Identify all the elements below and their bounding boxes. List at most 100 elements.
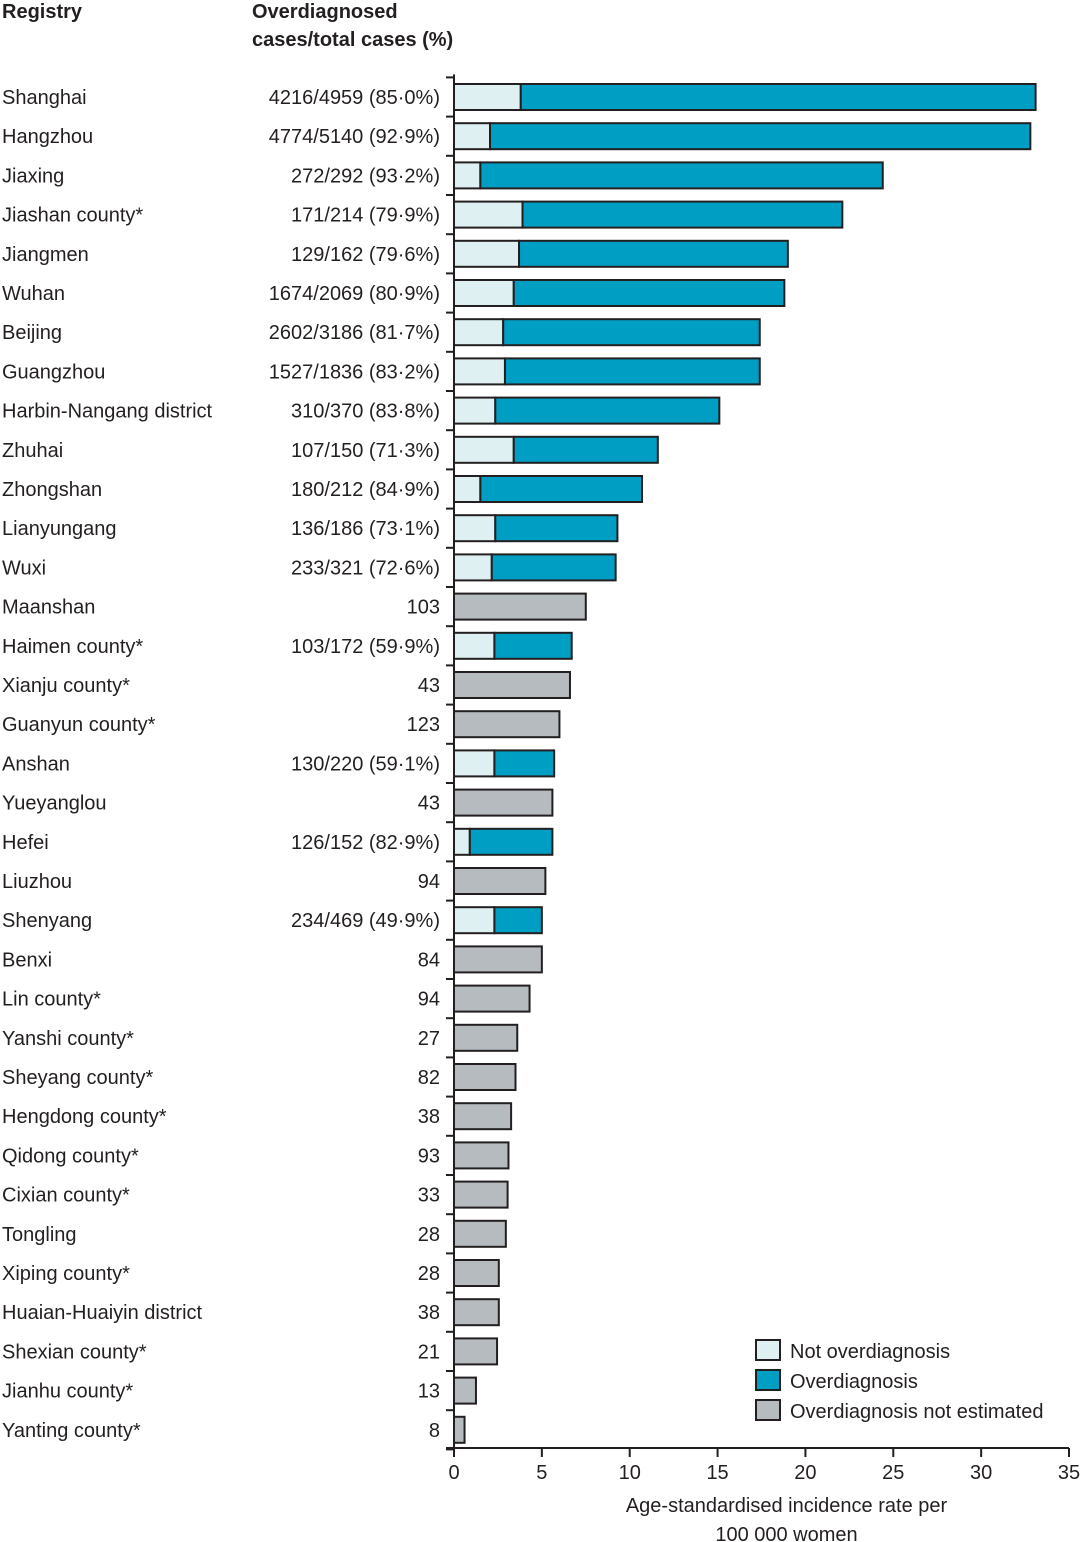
cases-label: 43: [418, 675, 440, 697]
bar-overdiagnosis-not-estimated: [453, 1259, 500, 1287]
bar-not-overdiagnosis: [453, 906, 496, 935]
cases-label: 33: [418, 1185, 440, 1207]
table-row: Shanghai 4216/4959 (85·0%): [2, 76, 1037, 111]
cases-label: 93: [418, 1145, 440, 1167]
bar-not-overdiagnosis: [453, 435, 515, 464]
table-row: Qidong county* 93: [2, 1134, 510, 1170]
cases-label: 13: [418, 1381, 440, 1403]
cases-label: 1527/1836 (83·2%): [269, 361, 440, 383]
table-row: Maanshan 103: [2, 586, 587, 621]
table-row: Zhuhai 107/150 (71·3%): [2, 429, 659, 464]
cases-label: 272/292 (93·2%): [291, 165, 440, 187]
bar-not-overdiagnosis: [453, 749, 496, 778]
bar-overdiagnosis-not-estimated: [453, 710, 561, 739]
bar-not-overdiagnosis: [453, 83, 522, 111]
registry-label: Xianju county*: [2, 675, 130, 697]
bar-not-overdiagnosis: [453, 122, 492, 151]
cases-label: 310/370 (83·8%): [291, 401, 440, 423]
table-row: Lin county* 94: [2, 978, 531, 1013]
cases-label: 2602/3186 (81·7%): [269, 322, 440, 344]
bar-not-overdiagnosis: [453, 200, 524, 229]
x-axis-title: 100 000 women: [715, 1524, 857, 1542]
legend-label: Overdiagnosis not estimated: [790, 1401, 1043, 1423]
bar-not-overdiagnosis: [453, 357, 506, 386]
table-row: Sheyang county* 82: [2, 1056, 517, 1091]
bar-overdiagnosis-not-estimated: [453, 1415, 466, 1444]
bar-not-overdiagnosis: [453, 475, 482, 503]
table-row: Zhongshan 180/212 (84·9%): [2, 468, 644, 503]
registry-label: Tongling: [2, 1224, 77, 1246]
registry-label: Hengdong county*: [2, 1106, 167, 1128]
registry-label: Yanting county*: [2, 1420, 141, 1442]
legend-item-overdiagnosis: Overdiagnosis: [755, 1369, 918, 1393]
table-row: Shexian county* 21: [2, 1330, 499, 1366]
table-row: Tongling 28: [2, 1213, 507, 1248]
bar-overdiagnosis-not-estimated: [453, 984, 531, 1013]
table-row: Wuhan 1674/2069 (80·9%): [2, 272, 786, 307]
cases-label: 84: [418, 949, 440, 971]
bar-not-overdiagnosis: [453, 279, 515, 307]
bar-not-overdiagnosis: [453, 827, 471, 856]
bar-overdiagnosis: [479, 475, 644, 503]
cases-label: 4774/5140 (92·9%): [269, 126, 440, 148]
x-tick-label: 35: [1058, 1462, 1080, 1484]
cases-column-header: Overdiagnosed cases/total cases (%): [252, 0, 472, 54]
bar-overdiagnosis-not-estimated: [453, 1102, 513, 1131]
registry-label: Beijing: [2, 322, 62, 344]
bar-overdiagnosis-not-estimated: [453, 1219, 507, 1248]
registry-label: Lin county*: [2, 989, 101, 1011]
legend-swatch: [755, 1369, 781, 1391]
bar-overdiagnosis-not-estimated: [453, 1376, 477, 1405]
table-row: Anshan 130/220 (59·1%): [2, 742, 556, 778]
registry-label: Yanshi county*: [2, 1028, 134, 1050]
cases-label: 1674/2069 (80·9%): [269, 283, 440, 305]
registry-label: Haimen county*: [2, 636, 143, 658]
bar-overdiagnosis: [519, 83, 1037, 111]
table-row: Hefei 126/152 (82·9%): [2, 821, 554, 856]
table-row: Shenyang 234/469 (49·9%): [2, 899, 543, 935]
x-tick-label: 20: [794, 1462, 816, 1484]
registry-label: Hefei: [2, 832, 49, 854]
bar-overdiagnosis: [512, 279, 786, 307]
registry-label: Anshan: [2, 753, 70, 775]
registry-column-header: Registry: [2, 1, 83, 23]
legend: Not overdiagnosis Overdiagnosis Overdiagno…: [755, 1339, 1043, 1423]
bar-overdiagnosis: [521, 200, 844, 229]
cases-label: 4216/4959 (85·0%): [269, 87, 440, 109]
bar-overdiagnosis: [493, 749, 556, 778]
registry-label: Harbin-Nangang district: [2, 401, 213, 423]
table-row: Wuxi 233/321 (72·6%): [2, 546, 617, 582]
bar-not-overdiagnosis: [453, 514, 497, 543]
x-tick-label: 10: [619, 1462, 641, 1484]
registry-label: Wuxi: [2, 557, 46, 579]
x-axis-title: Age-standardised incidence rate per: [626, 1495, 948, 1517]
registry-label: Yueyanglou: [2, 793, 107, 815]
registry-label: Lianyungang: [2, 518, 117, 540]
cases-label: 21: [418, 1341, 440, 1363]
cases-label: 38: [418, 1302, 440, 1324]
registry-label: Huaian-Huaiyin district: [2, 1302, 203, 1324]
cases-label: 103: [407, 597, 440, 619]
table-row: Beijing 2602/3186 (81·7%): [2, 311, 761, 347]
x-tick-label: 25: [882, 1462, 904, 1484]
bar-overdiagnosis-not-estimated: [453, 1180, 509, 1209]
bar-not-overdiagnosis: [453, 396, 497, 425]
bar-overdiagnosis: [518, 239, 789, 268]
bar-not-overdiagnosis: [453, 631, 496, 660]
bar-overdiagnosis: [503, 357, 761, 386]
cases-label: 126/152 (82·9%): [291, 832, 440, 854]
cases-label: 107/150 (71·3%): [291, 440, 440, 462]
registry-label: Wuhan: [2, 283, 65, 305]
x-tick-label: 0: [448, 1462, 459, 1484]
bar-overdiagnosis-not-estimated: [453, 1023, 519, 1052]
bar-overdiagnosis-not-estimated: [453, 592, 587, 621]
table-row: Huaian-Huaiyin district 38: [2, 1291, 500, 1327]
legend-item-not-estimated: Overdiagnosis not estimated: [755, 1399, 1043, 1423]
table-row: Yanting county* 8: [2, 1409, 466, 1444]
x-tick-label: 30: [970, 1462, 992, 1484]
bar-overdiagnosis: [512, 435, 659, 464]
bar-not-overdiagnosis: [453, 553, 493, 582]
registry-label: Liuzhou: [2, 871, 72, 893]
bar-overdiagnosis: [494, 396, 721, 425]
legend-item-not-overdiagnosis: Not overdiagnosis: [755, 1339, 950, 1363]
